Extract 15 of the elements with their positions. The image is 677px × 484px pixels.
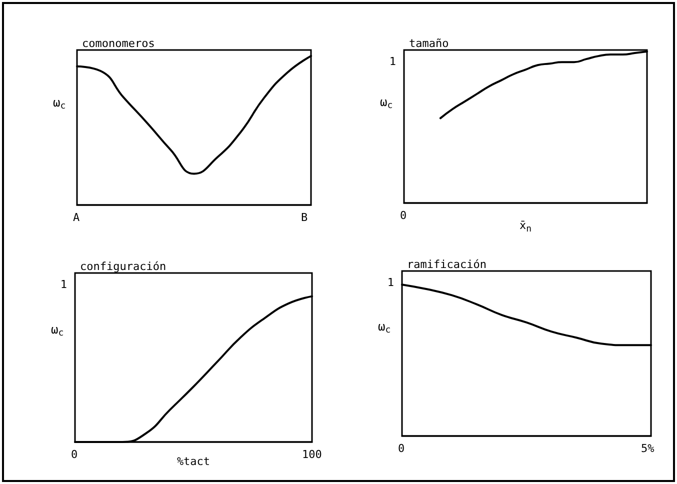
text: 0 xyxy=(400,209,407,222)
chart-title: comonomeros xyxy=(82,37,155,50)
text: A xyxy=(73,211,80,224)
text: 5% xyxy=(641,442,655,455)
text: B xyxy=(301,211,308,224)
text: 1 xyxy=(60,278,67,291)
text: 1 xyxy=(389,55,396,68)
text: 100 xyxy=(302,448,322,461)
text: 1 xyxy=(387,276,394,289)
x-axis-title: %tact xyxy=(176,455,210,468)
text: 0 xyxy=(398,442,405,455)
chart-title: configuración xyxy=(80,260,166,273)
chart-title: tamaño xyxy=(409,37,449,50)
chart-title: ramificación xyxy=(407,258,486,271)
text: 0 xyxy=(71,448,78,461)
